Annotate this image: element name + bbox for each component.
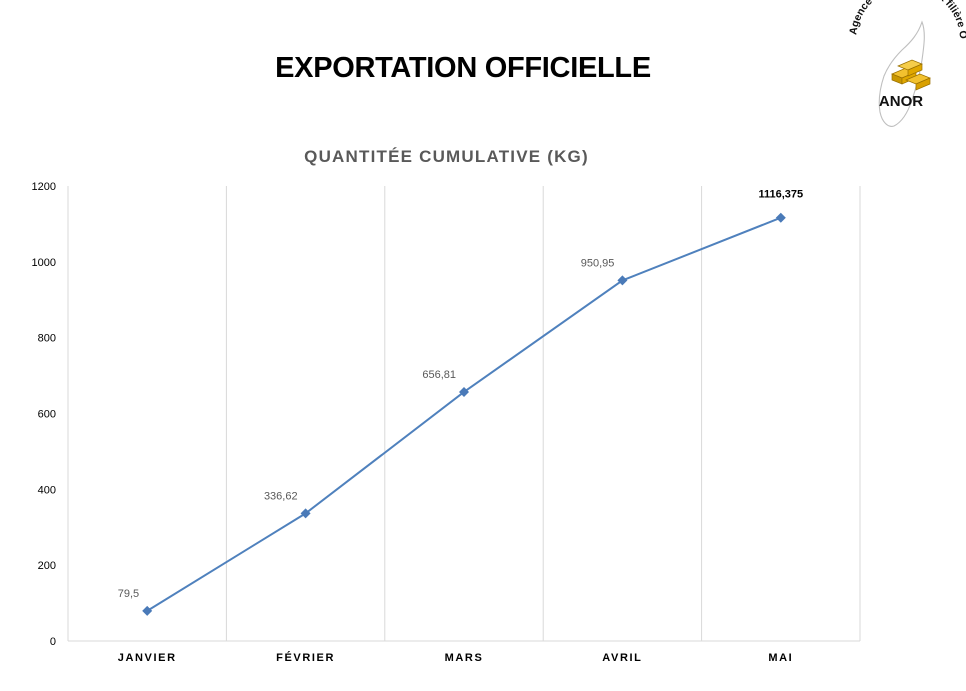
data-point [142,605,153,616]
x-tick-label: FÉVRIER [276,651,335,664]
data-labels: 79,5 336,62 656,81 950,95 1116,375 [118,189,803,600]
gold-bars-icon [891,59,931,91]
y-tick-label: 0 [50,636,56,648]
data-point [775,212,786,223]
x-tick-label: MARS [445,652,484,664]
data-point [617,275,628,286]
y-tick-label: 600 [38,409,56,421]
x-tick-labels: JANVIER FÉVRIER MARS AVRIL MAI [118,651,793,664]
x-tick-label: AVRIL [602,652,642,664]
logo-acronym: ANOR [878,93,924,110]
data-point [459,386,469,397]
y-tick-label: 1000 [32,257,56,269]
data-label: 950,95 [581,257,615,269]
x-tick-label: MAI [768,652,793,664]
y-tick-labels: 0 200 400 600 800 1000 1200 [32,181,56,648]
x-tick-label: JANVIER [118,652,177,664]
anor-logo: Agence Nationale de la filière OR [836,0,966,127]
series-line [146,216,782,612]
data-point [300,508,311,519]
y-tick-label: 1200 [32,181,56,193]
data-label: 656,81 [422,369,456,381]
y-tick-label: 200 [38,560,56,572]
y-tick-label: 400 [38,484,56,496]
data-label: 79,5 [118,588,139,600]
page-title: EXPORTATION OFFICIELLE [275,52,651,84]
data-label: 336,62 [264,490,298,502]
series-layer [142,212,786,616]
grid-layer [67,186,861,641]
data-label: 1116,375 [758,189,803,201]
y-tick-label: 800 [38,333,56,345]
chart-title: QUANTITÉE CUMULATIVE (KG) [304,147,589,166]
